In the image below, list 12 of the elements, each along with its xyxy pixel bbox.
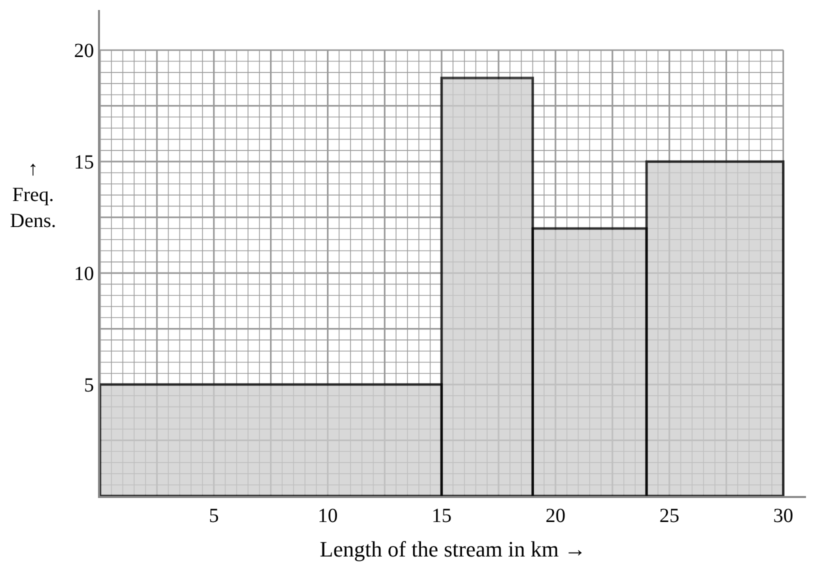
- x-tick-label: 20: [545, 505, 566, 527]
- x-axis-title: Length of the stream in km →: [320, 536, 586, 562]
- y-tick-label: 20: [74, 40, 94, 62]
- x-tick-label: 10: [318, 505, 338, 527]
- x-tick-label: 5: [208, 505, 219, 527]
- x-tick-label: 25: [659, 505, 680, 527]
- y-tick-label: 15: [74, 152, 94, 174]
- y-axis-title: ↑ Freq. Dens.: [10, 158, 56, 232]
- y-tick-label: 10: [74, 263, 94, 286]
- x-tick-label: 30: [773, 505, 794, 527]
- x-tick-label: 15: [432, 505, 452, 527]
- y-tick-label: 5: [84, 374, 94, 397]
